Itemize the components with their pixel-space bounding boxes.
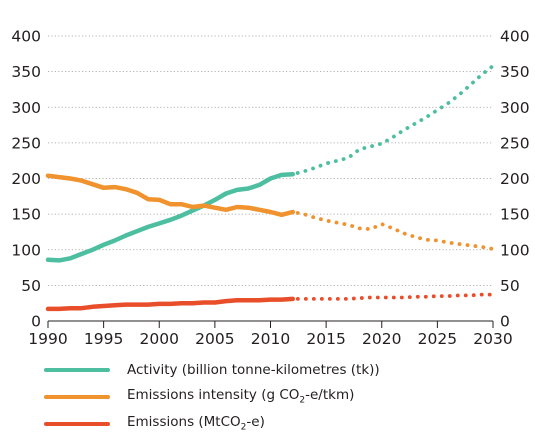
legend-swatch-activity [44, 367, 110, 372]
line-intensity-projection [290, 210, 495, 251]
y-tick-left-50: 50 [21, 277, 41, 295]
line-intensity-historical [45, 173, 296, 218]
legend-item-activity: Activity (billion tonne-kilometres (tk)) [44, 356, 380, 383]
x-tick-1995: 1995 [84, 330, 123, 348]
line-emissions-historical [45, 296, 296, 312]
y-tick-right-400: 400 [500, 28, 530, 46]
x-tick-2015: 2015 [306, 330, 345, 348]
y-tick-left-0: 0 [31, 313, 41, 331]
y-axis-right-ticks: 0 50 100 150 200 250 300 350 400 [500, 28, 530, 331]
x-tick-2020: 2020 [362, 330, 401, 348]
legend-label-intensity: Emissions intensity (g CO2-e/tkm) [127, 387, 354, 406]
y-tick-left-350: 350 [11, 63, 41, 81]
line-emissions-projection [290, 292, 495, 301]
series-intensity [45, 173, 495, 251]
legend-label-emissions-post: -e) [246, 414, 265, 431]
y-tick-left-300: 300 [11, 99, 41, 117]
series-activity [45, 64, 495, 263]
y-tick-left-400: 400 [11, 28, 41, 46]
x-axis-ticks: 1990 1995 2000 2005 2010 2015 2020 2025 2030 [28, 321, 513, 348]
series-emissions [45, 292, 495, 312]
y-tick-left-150: 150 [11, 206, 41, 224]
series-lines [45, 64, 495, 312]
legend-label-emissions: Emissions (MtCO2-e) [127, 414, 265, 433]
legend: Activity (billion tonne-kilometres (tk))… [44, 356, 380, 437]
legend-item-intensity: Emissions intensity (g CO2-e/tkm) [44, 383, 380, 410]
x-tick-2030: 2030 [473, 330, 512, 348]
y-tick-right-200: 200 [500, 170, 530, 188]
x-tick-1990: 1990 [28, 330, 67, 348]
line-activity-historical [45, 171, 296, 263]
x-tick-2000: 2000 [140, 330, 179, 348]
y-axis-left-ticks: 0 50 100 150 200 250 300 350 400 [11, 28, 41, 331]
y-tick-right-250: 250 [500, 134, 530, 152]
legend-label-activity: Activity (billion tonne-kilometres (tk)) [127, 361, 380, 378]
line-activity-projection [290, 64, 495, 177]
x-tick-2010: 2010 [251, 330, 290, 348]
y-tick-left-100: 100 [11, 241, 41, 259]
legend-label-emissions-sub: 2 [240, 422, 247, 433]
y-tick-right-50: 50 [500, 277, 520, 295]
x-tick-2025: 2025 [418, 330, 457, 348]
legend-swatch-intensity [44, 394, 110, 399]
legend-label-emissions-pre: Emissions (MtCO [127, 414, 241, 431]
legend-label-intensity-pre: Emissions intensity (g CO [127, 387, 300, 404]
y-tick-right-100: 100 [500, 241, 530, 259]
y-tick-right-350: 350 [500, 63, 530, 81]
y-tick-right-0: 0 [500, 313, 510, 331]
legend-item-emissions: Emissions (MtCO2-e) [44, 410, 380, 437]
x-tick-2005: 2005 [195, 330, 234, 348]
legend-label-intensity-post: -e/tkm) [305, 387, 355, 404]
legend-label-intensity-sub: 2 [299, 395, 306, 406]
y-tick-right-300: 300 [500, 99, 530, 117]
legend-swatch-emissions [44, 421, 110, 426]
y-tick-left-200: 200 [11, 170, 41, 188]
y-tick-left-250: 250 [11, 134, 41, 152]
y-tick-right-150: 150 [500, 206, 530, 224]
